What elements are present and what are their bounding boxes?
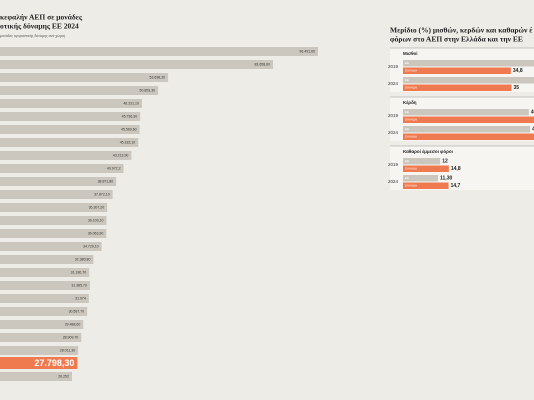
value-label: 46.231,10 — [123, 101, 139, 105]
value-label: 32.380,80 — [75, 257, 91, 261]
bar — [0, 112, 141, 121]
panel-title: Καθαροί έμμεσοι φόροι — [403, 149, 454, 154]
value-label: 41 — [532, 127, 534, 133]
bar-overflow — [403, 116, 534, 123]
legend-label: ΕΛΛΑΔΑ — [405, 69, 417, 73]
bar — [0, 216, 107, 225]
year-label: 2024 — [388, 81, 399, 86]
bar — [0, 255, 94, 264]
value-label: 96.491,60 — [299, 49, 315, 53]
chart-title: κεφαλήν ΑΕΠ σε μονάδες — [0, 13, 83, 22]
bar — [0, 86, 159, 95]
value-label: 31.074 — [75, 296, 86, 300]
bar — [403, 165, 449, 172]
bar — [0, 281, 90, 290]
bar — [0, 357, 78, 369]
value-label: 36.307,20 — [89, 205, 105, 209]
bar — [0, 73, 169, 82]
bar — [0, 203, 108, 212]
value-label: 37.872,10 — [94, 192, 110, 196]
bar — [0, 320, 84, 329]
value-label: 40.972,2 — [107, 166, 121, 170]
bar — [0, 151, 132, 160]
value-label: 45.736,30 — [122, 114, 138, 118]
bar — [0, 164, 124, 173]
value-label: 45.182,10 — [120, 140, 136, 144]
value-label: 36.063,90 — [88, 231, 104, 235]
bar — [403, 109, 529, 116]
bar — [0, 138, 139, 147]
bar — [403, 84, 512, 91]
value-label: 11,30 — [440, 176, 452, 182]
bar — [0, 177, 117, 186]
bar — [403, 158, 441, 165]
value-label: 83.658,60 — [254, 62, 270, 66]
year-label: 2019 — [388, 64, 399, 69]
legend-label: ΕΕ — [405, 127, 409, 131]
value-label: 27.798,30 — [34, 358, 74, 368]
year-label: 2024 — [388, 179, 399, 184]
value-label: 40,6 — [531, 110, 534, 116]
bar — [0, 346, 79, 355]
bar — [0, 333, 82, 342]
value-label: 31.385,70 — [71, 283, 87, 287]
bar — [403, 182, 449, 189]
legend-label: ΕΕ — [405, 61, 409, 65]
bar — [0, 242, 102, 251]
value-label: 29.488,60 — [65, 322, 81, 326]
value-label: 12 — [442, 159, 448, 165]
value-label: 43.213,90 — [113, 153, 129, 157]
bar-overflow — [403, 133, 534, 140]
chart-title: φόρων στο ΑΕΠ στην Ελλάδα και την ΕΕ — [390, 35, 523, 44]
year-label: 2019 — [388, 162, 399, 167]
value-label: 35 — [514, 85, 520, 91]
bar — [0, 372, 72, 381]
bar — [403, 126, 531, 133]
value-label: 50.853,30 — [140, 88, 156, 92]
bar — [0, 190, 113, 199]
value-label: 38.871,80 — [98, 179, 114, 183]
legend-label: ΕΛΛΑΔΑ — [405, 184, 417, 188]
panel-title: Κέρδη — [403, 100, 417, 105]
bar — [0, 268, 90, 277]
chart-title: οτικής δύναμης ΕΕ 2024 — [0, 22, 79, 31]
legend-label: ΕΛΛΑΔΑ — [405, 86, 417, 90]
value-label: 45.569,60 — [121, 127, 137, 131]
chart-title: Μερίδιο (%) μισθών, κερδών και καθαρών έ — [390, 26, 533, 35]
bar — [0, 125, 140, 134]
bar — [0, 47, 318, 56]
value-label: 26.252 — [58, 374, 69, 378]
year-label: 2024 — [388, 130, 399, 135]
bar — [0, 60, 274, 69]
value-label: 31.180,70 — [71, 270, 87, 274]
value-label: 53.698,30 — [150, 75, 166, 79]
legend-label: ΕΕ — [405, 110, 409, 114]
year-label: 2019 — [388, 113, 399, 118]
bar-overflow — [403, 60, 534, 67]
value-label: 36.103,10 — [88, 218, 104, 222]
bar — [0, 229, 107, 238]
legend-label: ΕΕ — [405, 78, 409, 82]
legend-label: ΕΛΛΑΔΑ — [405, 118, 417, 122]
value-label: 14,7 — [451, 183, 461, 189]
legend-label: ΕΛΛΑΔΑ — [405, 167, 417, 171]
legend-label: ΕΕ — [405, 176, 409, 180]
value-label: 34.729,10 — [83, 244, 99, 248]
bar — [403, 67, 511, 74]
value-label: 14,8 — [451, 166, 461, 172]
bar-overflow — [403, 77, 534, 84]
bar — [0, 294, 89, 303]
chart-subtitle: μονάδες αγοραστικής δύναμης ανά χώρα) — [0, 34, 65, 38]
legend-label: ΕΕ — [405, 159, 409, 163]
bar — [0, 307, 88, 316]
value-label: 30.587,70 — [69, 309, 85, 313]
value-label: 28.011,30 — [60, 348, 75, 352]
value-label: 28.909,70 — [63, 335, 79, 339]
bar — [403, 175, 439, 182]
panel-title: Μισθοί — [403, 51, 418, 56]
bar — [0, 99, 142, 108]
value-label: 34,8 — [513, 68, 523, 74]
legend-label: ΕΛΛΑΔΑ — [405, 135, 417, 139]
